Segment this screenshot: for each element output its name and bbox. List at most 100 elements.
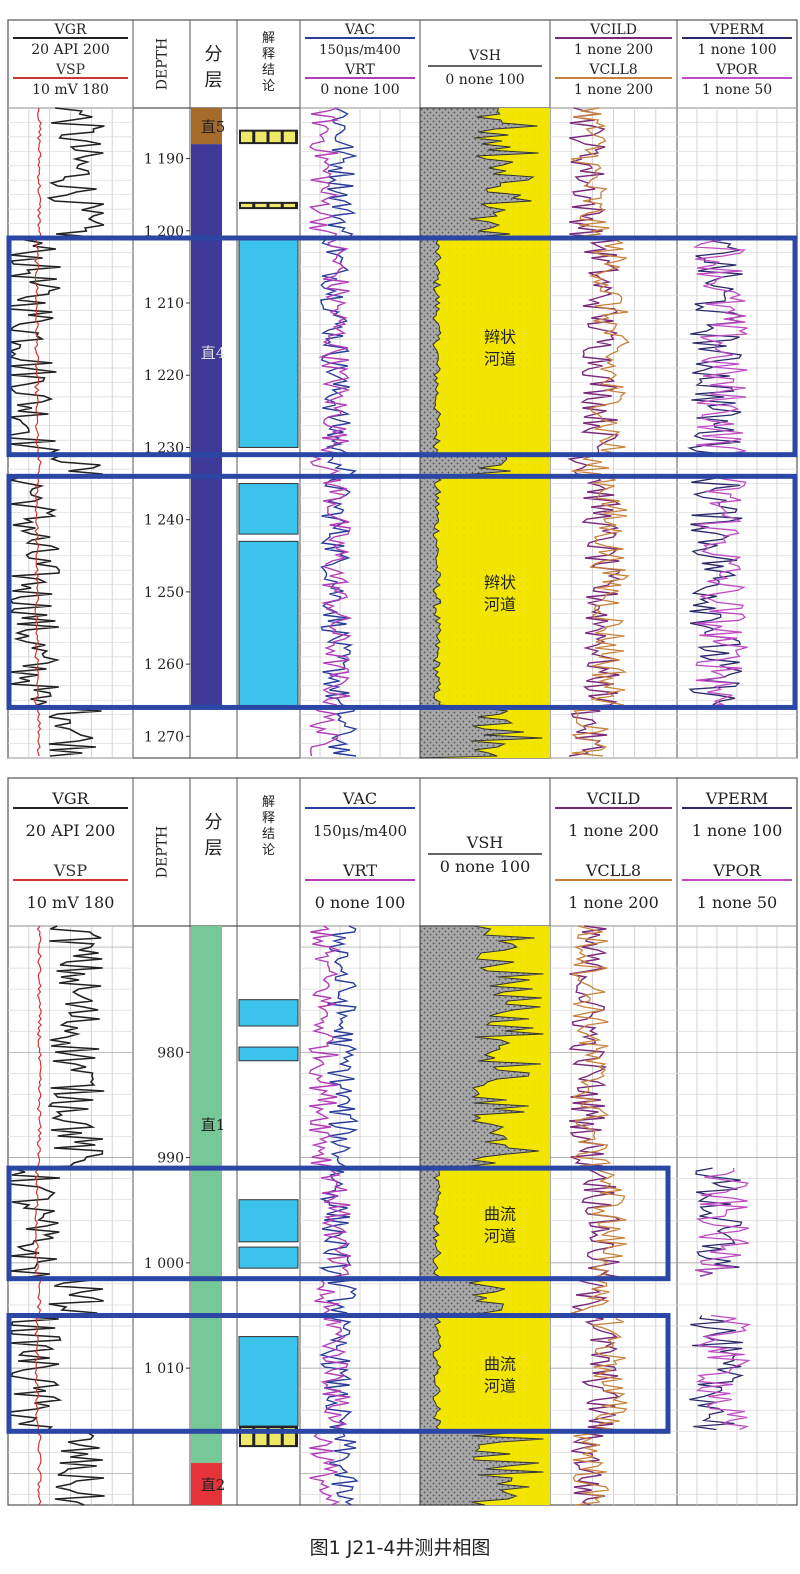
conclusion-pay-cell — [283, 1428, 295, 1446]
layer-label: 直2 — [201, 1476, 226, 1494]
conclusion-pay-cell — [241, 203, 253, 208]
depth-tick-label: 1 260 — [144, 657, 184, 673]
conclusion-header-char: 论 — [262, 843, 275, 858]
vpor-curve — [694, 1168, 750, 1277]
vpor-curve — [695, 1314, 752, 1431]
layering-header-char: 分 — [205, 44, 223, 65]
depth-header: DEPTH — [155, 826, 171, 878]
depth-tick-label: 990 — [157, 1151, 184, 1167]
vcild-label: VCILD — [586, 789, 641, 808]
vperm-label: VPERM — [709, 22, 765, 38]
vperm-curve — [687, 237, 744, 455]
facies-label: 曲流 — [484, 1354, 516, 1373]
conclusion-pay-cell — [269, 203, 281, 208]
conclusion-sandstone — [238, 1246, 299, 1269]
conclusion-pay-cell — [255, 131, 267, 143]
vpor-curve — [692, 237, 748, 455]
vcll8-scale: 1 none 200 — [568, 893, 659, 912]
vrt-label: VRT — [344, 62, 375, 78]
conclusion-sandstone — [238, 237, 299, 448]
vsp-curve — [33, 107, 42, 757]
depth-tick-label: 1 270 — [144, 729, 184, 745]
depth-tick-label: 1 210 — [144, 296, 184, 312]
vcild-scale: 1 none 200 — [574, 42, 653, 58]
facies-label: 河道 — [484, 1226, 516, 1245]
layer-label: 直1 — [201, 1116, 226, 1134]
conclusion-sandstone — [238, 999, 299, 1027]
conclusion-sandstone — [238, 483, 299, 535]
vsp-label: VSP — [53, 861, 88, 880]
vpor-label: VPOR — [712, 861, 761, 880]
facies-label: 河道 — [484, 349, 516, 368]
vrt-scale: 0 none 100 — [315, 893, 406, 912]
vrt-label: VRT — [342, 861, 377, 880]
depth-tick-label: 1 000 — [144, 1256, 184, 1272]
vsh-label: VSH — [466, 833, 504, 852]
vgr-scale: 20 API 200 — [26, 821, 116, 840]
facies-box — [6, 1165, 671, 1282]
vgr-scale: 20 API 200 — [31, 42, 110, 58]
vrt-curve — [308, 925, 352, 1506]
conclusion-pay-cell — [255, 203, 267, 208]
conclusion-header-char: 解 — [262, 795, 275, 810]
vac-scale: 150μs/m400 — [319, 43, 400, 58]
layering-header-char: 层 — [205, 70, 223, 91]
facies-label: 辫状 — [484, 327, 516, 346]
vsp-curve — [34, 925, 42, 1506]
depth-tick-label: 1 190 — [144, 152, 184, 168]
conclusion-header-char: 结 — [262, 63, 275, 78]
vpor-scale: 1 none 50 — [702, 82, 772, 98]
vgr-label: VGR — [51, 789, 89, 808]
vsh-label: VSH — [468, 48, 501, 64]
vperm-curve — [688, 475, 743, 708]
vac-label: VAC — [342, 789, 377, 808]
vperm-scale: 1 none 100 — [697, 42, 776, 58]
depth-tick-label: 980 — [157, 1045, 184, 1061]
vrt-curve — [308, 107, 353, 757]
conclusion-pay-cell — [283, 131, 295, 143]
vsp-label: VSP — [55, 62, 85, 78]
vpor-curve — [695, 475, 748, 708]
panel-frame — [7, 19, 798, 759]
conclusion-header-char: 论 — [262, 79, 275, 94]
vperm-curve — [695, 1167, 743, 1277]
facies-label: 曲流 — [484, 1204, 516, 1223]
depth-tick-label: 1 220 — [144, 368, 184, 384]
vcll8-label: VCLL8 — [588, 62, 637, 78]
facies-box — [6, 235, 798, 458]
vcll8-scale: 1 none 200 — [574, 82, 653, 98]
vgr-curve — [8, 107, 105, 757]
conclusion-pay-cell — [269, 131, 281, 143]
vac-curve — [320, 107, 358, 757]
facies-label: 河道 — [484, 595, 516, 614]
vgr-label: VGR — [54, 22, 87, 38]
vrt-scale: 0 none 100 — [320, 82, 399, 98]
layer-band — [191, 1462, 222, 1505]
depth-header: DEPTH — [155, 38, 171, 90]
conclusion-pay-cell — [255, 1428, 267, 1446]
conclusion-pay-cell — [283, 203, 295, 208]
conclusion-pay — [239, 129, 298, 145]
conclusion-sandstone — [238, 1336, 299, 1427]
conclusion-header-char: 释 — [262, 47, 275, 62]
vcll8-curve — [571, 925, 628, 1506]
conclusion-sandstone — [238, 540, 299, 708]
vperm-label: VPERM — [705, 789, 768, 808]
depth-tick-label: 1 010 — [144, 1361, 184, 1377]
vac-scale: 150μs/m400 — [313, 822, 407, 840]
vpor-scale: 1 none 50 — [697, 893, 777, 912]
vcll8-curve — [570, 107, 630, 757]
vcll8-label: VCLL8 — [585, 861, 641, 880]
vsp-scale: 10 mV 180 — [32, 82, 109, 98]
conclusion-pay-cell — [269, 1428, 281, 1446]
vsh-scale: 0 none 100 — [445, 72, 524, 88]
facies-box — [6, 473, 798, 710]
vsh-scale: 0 none 100 — [440, 857, 531, 876]
conclusion-sandstone — [238, 1046, 299, 1062]
layer-label: 直5 — [201, 118, 226, 136]
figure-caption: 图1 J21-4井测井相图 — [309, 1537, 491, 1559]
conclusion-header-char: 释 — [262, 811, 275, 826]
